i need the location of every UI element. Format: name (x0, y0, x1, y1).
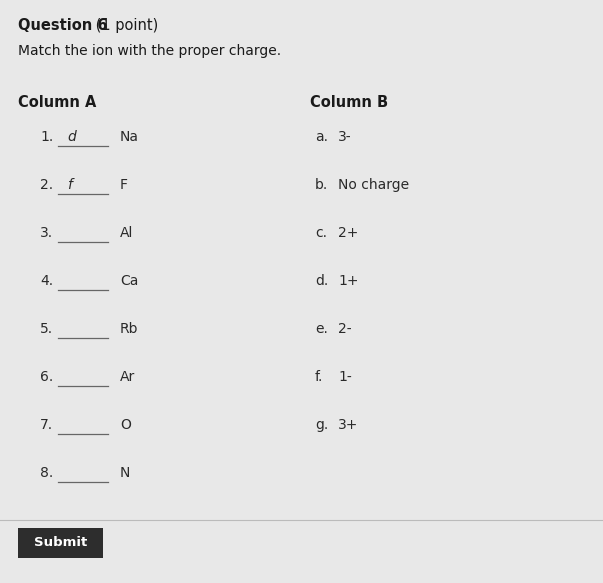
Text: O: O (120, 418, 131, 432)
Text: Column B: Column B (310, 95, 388, 110)
Text: Ca: Ca (120, 274, 138, 288)
Text: 2-: 2- (338, 322, 352, 336)
Text: Na: Na (120, 130, 139, 144)
Text: Submit: Submit (34, 536, 87, 550)
Text: 7.: 7. (40, 418, 53, 432)
Text: a.: a. (315, 130, 328, 144)
Text: e.: e. (315, 322, 328, 336)
Text: b.: b. (315, 178, 328, 192)
Text: g.: g. (315, 418, 328, 432)
Text: 8.: 8. (40, 466, 53, 480)
Text: 1-: 1- (338, 370, 352, 384)
Text: (1 point): (1 point) (91, 18, 158, 33)
Text: Ar: Ar (120, 370, 135, 384)
Text: Question 6: Question 6 (18, 18, 107, 33)
Text: c.: c. (315, 226, 327, 240)
FancyBboxPatch shape (18, 528, 103, 558)
Text: 1+: 1+ (338, 274, 359, 288)
Text: d: d (67, 130, 76, 144)
Text: f.: f. (315, 370, 323, 384)
Text: Column A: Column A (18, 95, 96, 110)
Text: N: N (120, 466, 130, 480)
Text: 6.: 6. (40, 370, 53, 384)
Text: Match the ion with the proper charge.: Match the ion with the proper charge. (18, 44, 281, 58)
Text: F: F (120, 178, 128, 192)
Text: 5.: 5. (40, 322, 53, 336)
Text: 3+: 3+ (338, 418, 358, 432)
Text: 3-: 3- (338, 130, 352, 144)
Text: 2.: 2. (40, 178, 53, 192)
Text: No charge: No charge (338, 178, 409, 192)
Text: 3.: 3. (40, 226, 53, 240)
Text: Al: Al (120, 226, 133, 240)
Text: 4.: 4. (40, 274, 53, 288)
Text: d.: d. (315, 274, 328, 288)
Text: f: f (67, 178, 72, 192)
Text: 1.: 1. (40, 130, 53, 144)
Text: 2+: 2+ (338, 226, 358, 240)
Text: Rb: Rb (120, 322, 139, 336)
